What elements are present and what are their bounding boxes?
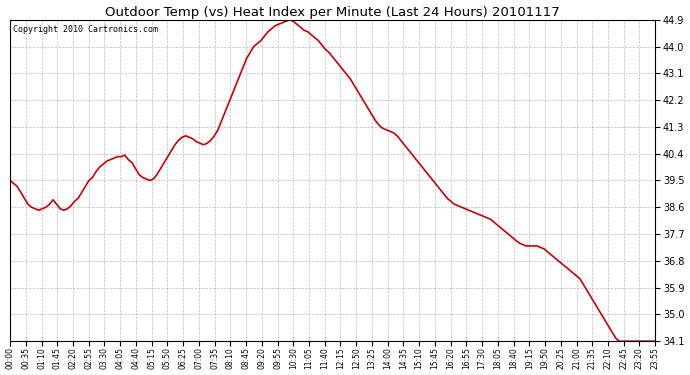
Text: Copyright 2010 Cartronics.com: Copyright 2010 Cartronics.com — [13, 24, 158, 33]
Title: Outdoor Temp (vs) Heat Index per Minute (Last 24 Hours) 20101117: Outdoor Temp (vs) Heat Index per Minute … — [106, 6, 560, 18]
